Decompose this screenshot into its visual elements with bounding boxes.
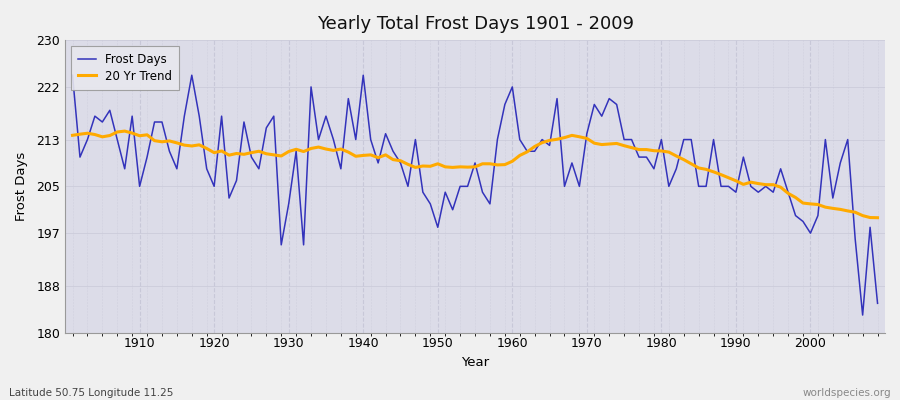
X-axis label: Year: Year (461, 356, 489, 369)
Frost Days (500, 102, 510, 107)
20 Yr Trend (604, 142, 615, 146)
Frost Days (857, 313, 868, 318)
Line: Frost Days: Frost Days (73, 75, 878, 315)
Frost Days (68, 73, 78, 78)
20 Yr Trend (872, 215, 883, 220)
Title: Yearly Total Frost Days 1901 - 2009: Yearly Total Frost Days 1901 - 2009 (317, 15, 634, 33)
20 Yr Trend (298, 149, 309, 154)
Frost Days (872, 301, 883, 306)
Frost Days (291, 149, 302, 154)
Frost Days (127, 114, 138, 118)
Text: worldspecies.org: worldspecies.org (803, 388, 891, 398)
Frost Days (336, 166, 346, 171)
20 Yr Trend (515, 153, 526, 158)
Text: Latitude 50.75 Longitude 11.25: Latitude 50.75 Longitude 11.25 (9, 388, 174, 398)
20 Yr Trend (120, 129, 130, 134)
Frost Days (597, 114, 608, 118)
20 Yr Trend (343, 150, 354, 154)
20 Yr Trend (507, 159, 517, 164)
20 Yr Trend (68, 133, 78, 138)
Frost Days (507, 84, 517, 89)
Line: 20 Yr Trend: 20 Yr Trend (73, 131, 878, 218)
Legend: Frost Days, 20 Yr Trend: Frost Days, 20 Yr Trend (71, 46, 179, 90)
Y-axis label: Frost Days: Frost Days (15, 152, 28, 221)
20 Yr Trend (134, 133, 145, 138)
